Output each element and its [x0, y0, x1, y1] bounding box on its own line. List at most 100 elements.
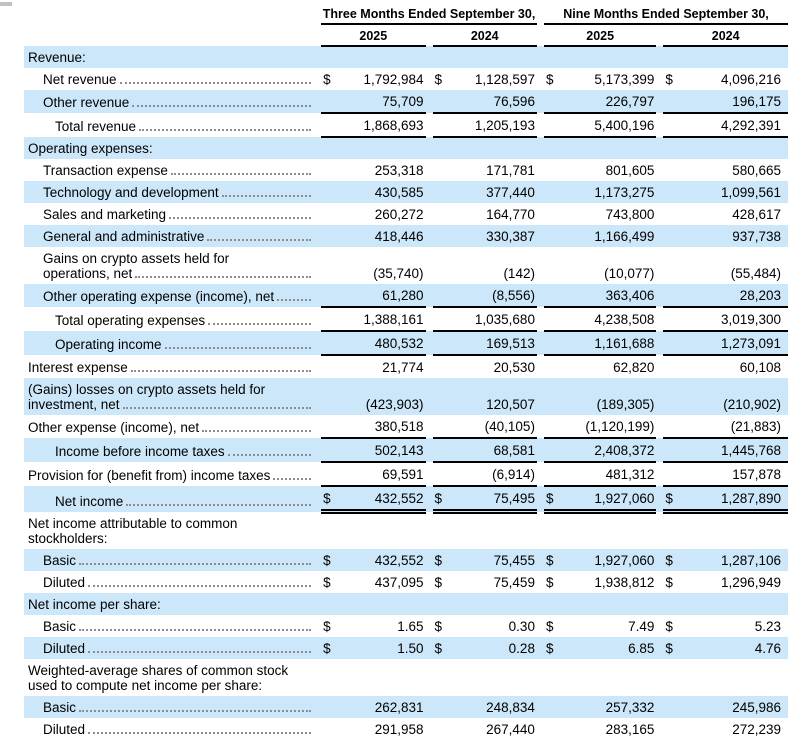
dollar-sign-cell	[432, 307, 447, 332]
dot-leader	[221, 195, 312, 197]
value-cell: 4,292,391	[677, 113, 788, 138]
value-cell: 120,507	[446, 378, 537, 415]
value-cell: (210,902)	[677, 378, 788, 415]
column-gap	[656, 659, 663, 696]
row-label: Transaction expense	[24, 159, 321, 181]
value-cell: 743,800	[605, 207, 655, 222]
dollar-sign-cell: $	[543, 636, 559, 659]
dollar-sign-cell	[663, 284, 678, 308]
dollar-sign-cell	[663, 331, 678, 356]
dollar-sign-cell: $	[545, 574, 554, 590]
table-row: Net income attributable to common stockho…	[24, 512, 788, 549]
column-gap	[426, 571, 433, 593]
dot-leader	[132, 105, 312, 107]
column-gap	[656, 113, 663, 137]
row-label-line: used to compute net income per share:	[28, 678, 321, 693]
dollar-sign-cell	[321, 247, 335, 284]
value-cell: (10,077)	[604, 266, 655, 281]
column-gap	[537, 247, 544, 284]
dot-leader	[164, 347, 312, 349]
value-cell	[677, 512, 788, 549]
value-cell: 377,440	[446, 181, 537, 203]
row-label-line: Revenue:	[28, 50, 321, 65]
value-cell: 6.85	[558, 636, 657, 659]
dollar-sign-cell	[321, 307, 336, 332]
value-cell: (21,883)	[677, 415, 788, 439]
value-cell: 480,532	[335, 331, 426, 356]
column-gap	[425, 181, 433, 203]
row-label-line: Basic	[43, 553, 321, 568]
column-gap	[536, 181, 544, 203]
dot-leader	[169, 217, 312, 219]
dollar-sign-cell: $	[432, 636, 447, 659]
row-label-line: General and administrative	[43, 229, 321, 244]
value-cell: 157,878	[677, 462, 788, 487]
value-cell: 0.28	[446, 636, 537, 659]
column-gap	[656, 695, 664, 718]
row-label: Basic	[24, 695, 322, 718]
table-row: Provision for (benefit from) income taxe…	[24, 462, 788, 487]
table-row: Total revenue 1,868,693 1,205,193 5,400,196…	[24, 113, 788, 138]
value-cell	[447, 512, 537, 549]
period-header-three-months: Three Months Ended September 30,	[321, 7, 537, 25]
value-cell: 164,770	[486, 207, 535, 222]
column-gap	[656, 355, 663, 378]
dot-leader	[227, 454, 312, 456]
value-cell: 245,986	[677, 695, 788, 718]
column-gap	[425, 548, 433, 571]
table-row: Technology and development 430,585 377,440…	[24, 181, 788, 203]
column-gap	[656, 24, 663, 46]
dollar-sign-cell	[543, 331, 559, 356]
row-label-line: Basic	[43, 700, 321, 715]
row-label: Other expense (income), net	[24, 415, 321, 438]
dollar-sign-cell	[321, 203, 335, 225]
dollar-sign-cell	[663, 181, 678, 203]
dot-leader	[126, 503, 312, 506]
row-label: Sales and marketing	[24, 203, 321, 225]
value-cell: 68,581	[446, 438, 537, 463]
row-label-text: Diluted	[43, 574, 86, 590]
row-label-text: Interest expense	[28, 360, 128, 375]
dollar-sign-cell	[321, 284, 336, 308]
column-gap	[425, 331, 433, 355]
row-label: Total operating expenses	[24, 307, 321, 331]
dollar-sign-cell	[432, 113, 447, 138]
value-cell	[677, 659, 788, 696]
table-row: Interest expense 21,774 20,530 62,820 60,108	[24, 355, 788, 378]
dollar-sign-cell	[321, 695, 336, 718]
row-label: Net income	[24, 486, 322, 512]
dollar-sign-cell	[321, 331, 336, 356]
row-label-text: operations, net	[43, 266, 133, 281]
dollar-sign-cell	[321, 90, 336, 114]
value-cell: 1,173,275	[558, 181, 657, 203]
column-gap	[656, 159, 663, 181]
dollar-sign-cell	[432, 415, 447, 439]
corner-artifact	[0, 2, 12, 6]
table-row: Operating expenses:	[24, 137, 788, 159]
row-label: Other revenue	[24, 90, 322, 113]
column-gap	[537, 462, 544, 486]
dollar-sign-cell	[433, 247, 447, 284]
table-body: Revenue: Net revenue $1,792,984 $1,128,597 $…	[24, 46, 788, 740]
dollar-sign-cell	[663, 307, 678, 332]
income-statement-table: Three Months Ended September 30, Nine Mo…	[24, 7, 788, 740]
row-label-text: investment, net	[28, 397, 120, 412]
value-cell	[558, 46, 657, 68]
table-row: Basic 262,831 248,834 257,332 245,986	[24, 695, 788, 718]
column-gap	[425, 378, 433, 415]
dollar-sign-cell	[321, 512, 335, 549]
column-gap	[537, 718, 544, 740]
value-cell	[677, 137, 788, 159]
row-label-line: investment, net	[28, 397, 321, 412]
row-label-text: Diluted	[43, 721, 86, 737]
value-cell: 4.76	[677, 636, 788, 659]
dollar-sign-cell	[663, 46, 678, 68]
dollar-sign-cell: $	[663, 636, 678, 659]
value-cell: 248,834	[446, 695, 537, 718]
row-label: Revenue:	[24, 46, 322, 68]
header-spacer	[24, 24, 321, 46]
column-gap	[656, 137, 664, 159]
dot-leader	[273, 478, 312, 480]
value-cell: 1,128,597	[474, 72, 535, 87]
dollar-sign-cell	[321, 592, 336, 615]
